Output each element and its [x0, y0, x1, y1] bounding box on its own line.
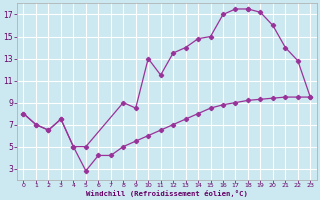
X-axis label: Windchill (Refroidissement éolien,°C): Windchill (Refroidissement éolien,°C) [86, 190, 248, 197]
